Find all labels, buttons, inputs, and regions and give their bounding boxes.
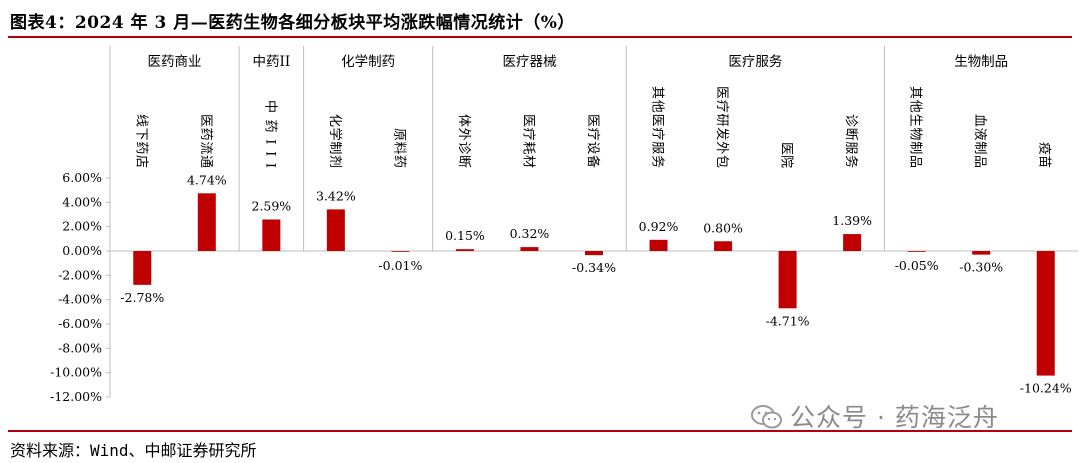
category-label: 医疗研发外包	[714, 86, 730, 168]
bar-value-label: -0.01%	[378, 258, 422, 273]
category-label: 医疗耗材	[520, 114, 535, 168]
bar-value-label: -4.71%	[766, 313, 810, 328]
category-label: 化学制剂	[327, 114, 343, 168]
category-label: 诊断服务	[843, 114, 859, 168]
category-label: 中药III	[262, 100, 277, 168]
bar	[649, 239, 668, 251]
group-label: 生物制品	[954, 54, 1008, 70]
bar	[455, 249, 474, 251]
bar-value-label: 0.32%	[510, 226, 550, 241]
bar-value-label: -0.30%	[959, 260, 1003, 275]
bar	[262, 219, 281, 251]
bar	[520, 247, 539, 251]
bar-value-label: 0.80%	[703, 220, 743, 235]
bar	[133, 251, 152, 285]
group-label: 医药商业	[148, 54, 202, 70]
y-tick-label: 6.00%	[62, 170, 102, 185]
bar	[326, 209, 345, 251]
bar-value-label: 1.39%	[832, 213, 872, 228]
bar-value-label: -0.05%	[895, 258, 939, 273]
bar-value-label: 4.74%	[187, 172, 227, 187]
bar-value-label: -2.78%	[120, 290, 164, 305]
bar-value-label: 0.92%	[639, 219, 679, 234]
category-label: 血液制品	[972, 114, 987, 168]
bar	[972, 251, 991, 255]
bar-value-label: 3.42%	[316, 188, 356, 203]
y-tick-label: -2.00%	[58, 267, 102, 282]
source-note: 资料来源：Wind、中邮证券研究所	[10, 441, 257, 460]
bar	[391, 251, 410, 252]
category-label: 线下药店	[133, 114, 148, 168]
y-tick-label: 0.00%	[62, 243, 102, 258]
title-bar: 图表4：2024 年 3 月—医药生物各细分板块平均涨跌幅情况统计（%）	[8, 0, 1072, 36]
bar	[197, 193, 216, 251]
bottom-rule	[8, 430, 1072, 432]
category-label: 医药流通	[198, 114, 213, 168]
top-rule	[8, 36, 1072, 38]
category-label: 医院	[779, 142, 794, 168]
category-label: 原料药	[391, 128, 406, 168]
bar-value-label: 0.15%	[445, 228, 485, 243]
bar	[778, 251, 797, 309]
bar	[714, 241, 733, 251]
bar	[1036, 251, 1055, 376]
category-label: 体外诊断	[456, 114, 471, 168]
group-label: 中药II	[252, 54, 290, 70]
wechat-icon	[751, 405, 782, 429]
watermark: 公众号 · 药海泛舟	[790, 403, 999, 432]
category-label: 疫苗	[1037, 142, 1053, 168]
y-tick-label: -6.00%	[58, 316, 102, 331]
category-label: 医疗设备	[585, 114, 601, 168]
bar	[585, 251, 603, 256]
y-tick-label: -4.00%	[58, 292, 102, 307]
figure-title: 图表4：2024 年 3 月—医药生物各细分板块平均涨跌幅情况统计（%）	[10, 13, 575, 33]
y-tick-label: -12.00%	[50, 389, 102, 404]
y-tick-label: 2.00%	[62, 219, 102, 234]
y-tick-label: -10.00%	[50, 365, 102, 380]
bar	[907, 251, 926, 252]
y-tick-label: -8.00%	[58, 340, 102, 355]
category-label: 其他医疗服务	[650, 86, 666, 168]
y-tick-label: 4.00%	[62, 194, 102, 209]
group-label: 化学制药	[341, 54, 395, 70]
bar	[843, 234, 862, 251]
group-label: 医疗服务	[728, 54, 782, 70]
bar-value-label: -0.34%	[572, 260, 616, 275]
bar-value-label: -10.24%	[1020, 381, 1072, 396]
bar-value-label: 2.59%	[251, 198, 291, 213]
category-label: 其他生物制品	[908, 86, 923, 168]
group-label: 医疗器械	[502, 54, 556, 70]
